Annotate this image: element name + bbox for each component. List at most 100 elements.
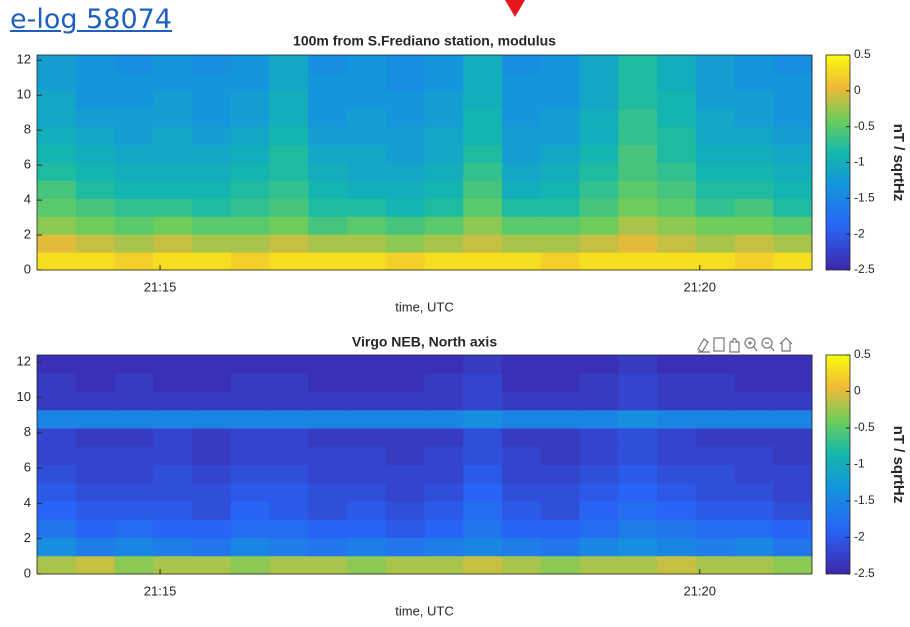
heatmap-cell (657, 446, 696, 465)
heatmap-cell (618, 252, 657, 270)
heatmap-cell (425, 446, 464, 465)
heatmap-cell (192, 109, 231, 127)
heatmap-cell (735, 556, 774, 575)
heatmap-cell (192, 145, 231, 163)
elog-link[interactable]: e-log 58074 (10, 4, 172, 35)
heatmap-cell (463, 180, 502, 198)
heatmap-cell (386, 392, 425, 411)
heatmap-cell (192, 216, 231, 234)
heatmap-cell (308, 483, 347, 502)
pan-icon[interactable] (730, 339, 739, 353)
heatmap-cell (618, 145, 657, 163)
heatmap-cell (735, 145, 774, 163)
heatmap-cell (463, 355, 502, 374)
heatmap-cell (37, 145, 76, 163)
datatip-icon[interactable] (714, 338, 724, 351)
heatmap-cell (696, 163, 735, 181)
heatmap-cell (463, 410, 502, 429)
heatmap-cell (735, 55, 774, 73)
brush-icon[interactable] (698, 339, 710, 352)
heatmap-cell (580, 392, 619, 411)
heatmap-cell (115, 180, 154, 198)
heatmap-cell (115, 198, 154, 216)
heatmap-cell (580, 216, 619, 234)
colorbar-tick-label: 0.5 (854, 347, 871, 361)
heatmap-cell (657, 109, 696, 127)
heatmap-cell (76, 538, 115, 557)
heatmap-cell (231, 163, 270, 181)
heatmap-cell (502, 410, 541, 429)
colorbar-tick-label: -2 (854, 530, 865, 544)
heatmap-cell (76, 73, 115, 91)
heatmap-cell (696, 538, 735, 557)
heatmap-cell (347, 556, 386, 575)
heatmap-cell (541, 109, 580, 127)
heatmap-cell (270, 163, 309, 181)
heatmap-cell (618, 519, 657, 538)
heatmap-cell (231, 109, 270, 127)
heatmap-cell (463, 163, 502, 181)
heatmap-cell (386, 180, 425, 198)
heatmap-cell (153, 198, 192, 216)
heatmap-cell (386, 446, 425, 465)
heatmap-cell (153, 252, 192, 270)
heatmap-cell (386, 55, 425, 73)
heatmap-cell (580, 127, 619, 145)
heatmap-cell (696, 392, 735, 411)
heatmap-cell (696, 519, 735, 538)
heatmap-cell (386, 355, 425, 374)
heatmap-cell (696, 198, 735, 216)
heatmap-cell (425, 519, 464, 538)
heatmap-cell (735, 216, 774, 234)
heatmap-cell (153, 446, 192, 465)
heatmap-cell (270, 465, 309, 484)
heatmap-cell (308, 392, 347, 411)
heatmap-cell (347, 109, 386, 127)
heatmap-cell (153, 410, 192, 429)
y-tick-label: 10 (17, 389, 31, 404)
heatmap-cell (115, 91, 154, 109)
heatmap-cell (773, 392, 812, 411)
heatmap-cell (696, 501, 735, 520)
heatmap-cell (696, 109, 735, 127)
heatmap-cell (657, 180, 696, 198)
heatmap-cell (76, 556, 115, 575)
heatmap-cell (657, 127, 696, 145)
heatmap-cell (115, 73, 154, 91)
chart-title: 100m from S.Frediano station, modulus (293, 33, 556, 49)
heatmap-cell (76, 519, 115, 538)
heatmap-cell (37, 91, 76, 109)
heatmap-cell (425, 501, 464, 520)
heatmap-cell (192, 373, 231, 392)
heatmap-cell (463, 373, 502, 392)
heatmap-cell (192, 198, 231, 216)
colorbar-tick-label: -1.5 (854, 493, 875, 507)
heatmap-cell (618, 465, 657, 484)
heatmap-cell (347, 198, 386, 216)
heatmap-cell (308, 428, 347, 447)
heatmap-cell (37, 127, 76, 145)
heatmap-cell (657, 73, 696, 91)
heatmap-cell (425, 252, 464, 270)
heatmap-cell (657, 145, 696, 163)
heatmap-cell (37, 73, 76, 91)
heatmap-cell (618, 73, 657, 91)
heatmap-cell (580, 410, 619, 429)
heatmap-cell (115, 355, 154, 374)
heatmap-cell (580, 519, 619, 538)
heatmap-cell (541, 501, 580, 520)
heatmap-cell (270, 109, 309, 127)
home-icon[interactable] (780, 338, 792, 351)
y-tick-label: 2 (24, 530, 31, 545)
heatmap-cell (270, 234, 309, 252)
heatmap-cell (463, 483, 502, 502)
heatmap-cell (773, 163, 812, 181)
heatmap-cell (76, 252, 115, 270)
heatmap-cell (735, 465, 774, 484)
heatmap-cell (463, 145, 502, 163)
heatmap-cell (308, 410, 347, 429)
heatmap-cell (192, 446, 231, 465)
colorbar-label: nT / sqrtHz (890, 124, 907, 202)
heatmap-cell (618, 446, 657, 465)
heatmap-cell (773, 410, 812, 429)
